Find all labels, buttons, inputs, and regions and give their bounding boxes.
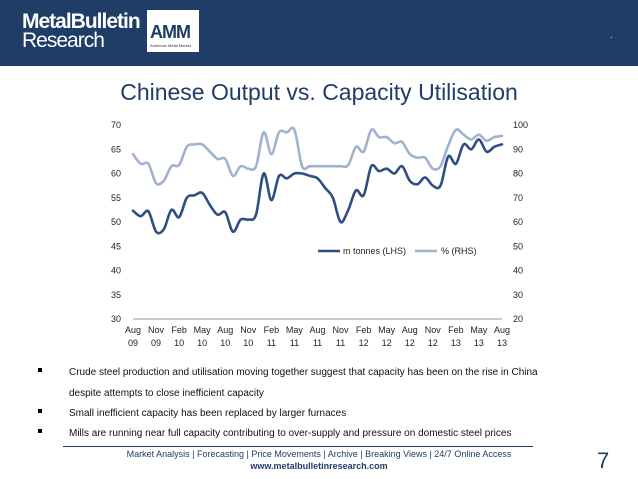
footer-divider <box>63 446 533 447</box>
bullet-text: Mills are running near full capacity con… <box>69 428 512 439</box>
amm-logo: AMM American Metal Market <box>147 10 199 52</box>
x-tick-label-year: 10 <box>197 338 207 348</box>
x-tick-label-month: Feb <box>448 325 464 335</box>
x-tick-label-year: 10 <box>243 338 253 348</box>
logo-line-1: MetalBulletin <box>22 10 141 33</box>
footer-links: Market Analysis | Forecasting | Price Mo… <box>126 449 512 459</box>
x-tick-label-month: Nov <box>425 325 442 335</box>
y-right-tick-label: 80 <box>513 169 523 179</box>
bullet-text: Crude steel production and utilisation m… <box>69 367 538 378</box>
y-left-tick-label: 65 <box>111 144 121 154</box>
x-tick-label-year: 12 <box>428 338 438 348</box>
x-tick-label-year: 10 <box>174 338 184 348</box>
bullet-text: Small inefficient capacity has been repl… <box>69 408 347 419</box>
x-tick-label-year: 13 <box>474 338 484 348</box>
legend-label: % (RHS) <box>441 246 477 256</box>
y-right-tick-label: 60 <box>513 217 523 227</box>
y-right-tick-label: 100 <box>513 120 528 130</box>
bullet-text: despite attempts to close inefficient ca… <box>69 388 264 399</box>
x-tick-label-month: Aug <box>402 325 418 335</box>
x-tick-label-month: May <box>470 325 488 335</box>
x-tick-label-year: 10 <box>220 338 230 348</box>
amm-logo-text: AMM <box>150 22 191 42</box>
y-left-tick-label: 70 <box>111 120 121 130</box>
x-tick-label-month: Aug <box>217 325 233 335</box>
x-tick-label-year: 11 <box>313 338 322 348</box>
y-right-tick-label: 90 <box>513 144 523 154</box>
amm-logo-subtitle: American Metal Market <box>150 43 192 48</box>
y-left-tick-label: 30 <box>111 314 121 324</box>
x-tick-label-year: 11 <box>336 338 345 348</box>
bullet-marker <box>38 429 42 433</box>
y-left-tick-label: 60 <box>111 169 121 179</box>
x-tick-label-month: Nov <box>240 325 257 335</box>
logo-line-2: Research <box>22 29 105 52</box>
x-tick-label-month: Aug <box>309 325 325 335</box>
page-number: 7 <box>597 448 610 473</box>
slide-title: Chinese Output vs. Capacity Utilisation <box>120 79 518 105</box>
x-tick-label-month: Feb <box>264 325 280 335</box>
x-tick-label-month: Aug <box>125 325 141 335</box>
bullet-marker <box>38 409 42 413</box>
x-tick-label-year: 09 <box>151 338 161 348</box>
footer-url[interactable]: www.metalbulletinresearch.com <box>250 461 388 471</box>
y-right-tick-label: 30 <box>513 290 523 300</box>
metalbulletin-logo: MetalBulletin Research <box>22 10 141 52</box>
bullet-marker <box>38 368 42 372</box>
x-tick-label-year: 12 <box>405 338 415 348</box>
x-tick-label-year: 12 <box>359 338 369 348</box>
x-tick-label-month: Nov <box>148 325 165 335</box>
y-left-tick-label: 40 <box>111 266 121 276</box>
x-tick-label-year: 13 <box>451 338 461 348</box>
y-left-tick-label: 55 <box>111 193 121 203</box>
x-tick-label-month: May <box>378 325 396 335</box>
x-tick-label-month: Feb <box>171 325 187 335</box>
header-bar: MetalBulletin Research AMM American Meta… <box>0 0 638 66</box>
series-line-lhs <box>131 138 504 235</box>
x-tick-label-month: May <box>286 325 304 335</box>
x-tick-label-year: 09 <box>128 338 138 348</box>
y-right-tick-label: 50 <box>513 241 523 251</box>
y-left-tick-label: 45 <box>111 241 121 251</box>
y-right-tick-label: 40 <box>513 266 523 276</box>
series-line-rhs <box>131 126 504 186</box>
header-dot: . <box>610 30 613 41</box>
x-tick-label-month: May <box>194 325 212 335</box>
y-right-tick-label: 20 <box>513 314 523 324</box>
x-tick-label-year: 12 <box>382 338 392 348</box>
x-tick-label-month: Aug <box>494 325 510 335</box>
y-left-tick-label: 35 <box>111 290 121 300</box>
y-left-tick-label: 50 <box>111 217 121 227</box>
x-tick-label-year: 11 <box>290 338 299 348</box>
x-tick-label-month: Nov <box>333 325 350 335</box>
legend-label: m tonnes (LHS) <box>343 246 406 256</box>
x-tick-label-year: 11 <box>267 338 276 348</box>
x-tick-label-month: Feb <box>356 325 372 335</box>
y-right-tick-label: 70 <box>513 193 523 203</box>
x-tick-label-year: 13 <box>497 338 507 348</box>
